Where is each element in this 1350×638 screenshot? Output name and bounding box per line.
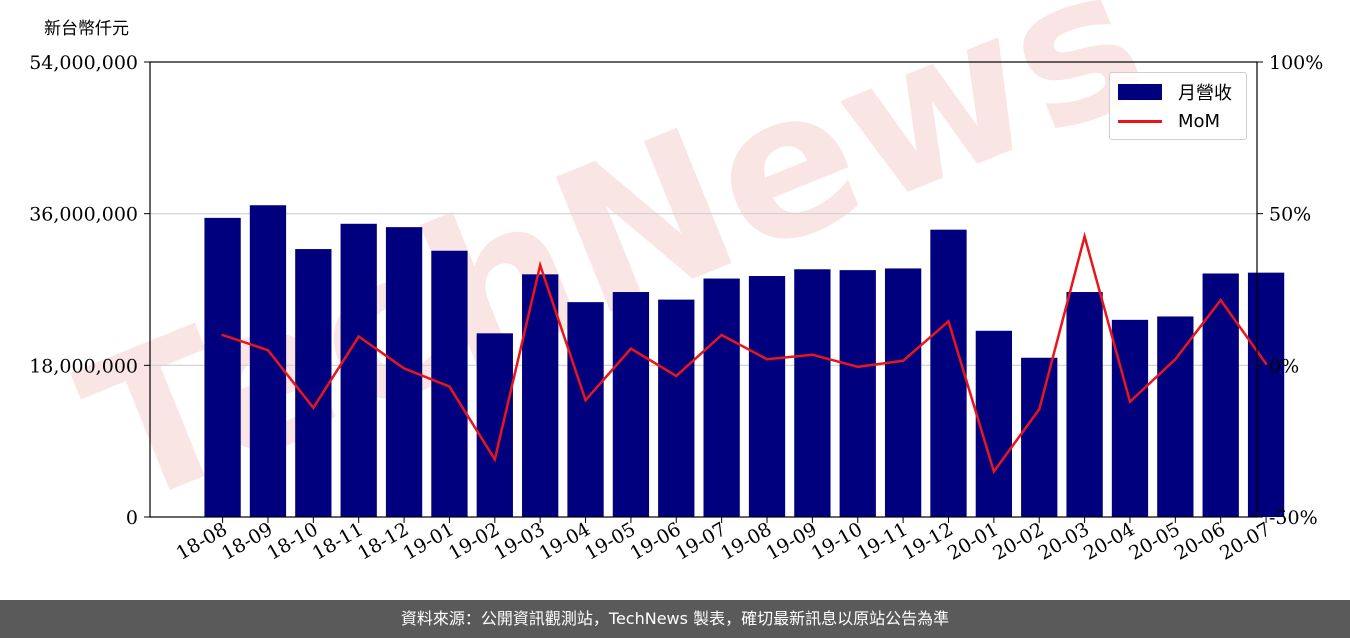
left-tick-label: 18,000,000 <box>29 355 138 377</box>
bar-revenue-20-01 <box>975 330 1013 517</box>
x-tick-label: 19-12 <box>899 518 957 564</box>
chart: 0 18,000,000 36,000,000 54,000,000 -50% 0% 50%… <box>29 52 1323 565</box>
point-mom-19-04 <box>584 399 587 402</box>
x-tick-label: 19-10 <box>808 518 866 564</box>
point-mom-20-06 <box>1219 298 1222 302</box>
x-tick-label: 20-07 <box>1216 518 1274 564</box>
line-layer <box>221 231 1268 475</box>
plot-frame <box>149 61 1258 518</box>
x-tick-label: 19-02 <box>445 518 503 564</box>
x-tick-label: 20-02 <box>989 518 1047 564</box>
point-mom-18-08 <box>221 333 224 337</box>
x-tick-label: 19-07 <box>672 518 730 564</box>
right-tick-label: -50% <box>1269 507 1318 529</box>
footer-source-note: 資料來源：公開資訊觀測站，TechNews 製表，確切最新訊息以原站公告為準 <box>0 600 1350 638</box>
bar-revenue-20-04 <box>1111 319 1149 517</box>
left-tick-label: 0 <box>126 507 138 529</box>
x-tick-label: 18-12 <box>354 518 412 564</box>
point-mom-19-08 <box>765 358 769 361</box>
left-tick-label: 54,000,000 <box>29 52 138 74</box>
bar-revenue-18-11 <box>340 223 377 517</box>
bar-revenue-19-06 <box>658 299 695 517</box>
legend-label-revenue: 月營收 <box>1178 83 1232 104</box>
point-mom-20-02 <box>1038 408 1041 411</box>
point-mom-19-02 <box>493 458 497 461</box>
point-mom-18-09 <box>266 348 270 352</box>
x-tick-label: 19-05 <box>581 518 639 564</box>
bar-revenue-19-07 <box>703 278 740 517</box>
bar-revenue-19-11 <box>884 268 922 517</box>
point-mom-19-07 <box>720 333 723 337</box>
x-tick-label: 19-08 <box>717 518 775 564</box>
bar-revenue-19-12 <box>930 229 967 518</box>
x-tick-label: 18-10 <box>263 518 321 564</box>
point-mom-19-01 <box>448 385 451 388</box>
bar-revenue-18-10 <box>295 249 332 518</box>
left-axis-unit-label: 新台幣仟元 <box>44 19 129 39</box>
bar-revenue-19-09 <box>794 269 831 517</box>
legend: 月營收 MoM <box>1109 72 1247 140</box>
bar-revenue-20-03 <box>1066 292 1103 517</box>
x-tick-label: 18-09 <box>218 518 276 564</box>
bar-revenue-20-07 <box>1247 272 1285 517</box>
bar-revenue-19-10 <box>839 270 876 517</box>
point-mom-18-12 <box>402 367 406 370</box>
point-mom-20-07 <box>1264 362 1268 366</box>
x-tick-label: 20-03 <box>1035 518 1093 564</box>
bar-revenue-19-04 <box>567 302 604 517</box>
x-tick-label: 19-04 <box>536 518 594 564</box>
x-tick-label: 19-06 <box>626 518 684 564</box>
bar-revenue-18-09 <box>249 205 287 518</box>
legend-label-mom: MoM <box>1178 110 1221 132</box>
right-tick-label: 100% <box>1269 52 1323 74</box>
x-tick-label: 20-06 <box>1171 518 1229 564</box>
x-tick-label: 20-05 <box>1125 518 1183 564</box>
bar-revenue-19-03 <box>522 274 559 517</box>
legend-swatch-mom <box>1118 119 1162 123</box>
bar-revenue-20-02 <box>1021 357 1058 517</box>
point-mom-20-03 <box>1083 235 1086 238</box>
line-mom <box>222 231 1268 475</box>
x-tick-label: 19-01 <box>399 518 457 564</box>
bar-revenue-20-05 <box>1157 316 1194 517</box>
x-tick-label: 18-11 <box>309 518 367 564</box>
x-tick-label: 20-01 <box>944 518 1002 564</box>
point-mom-19-09 <box>811 353 814 356</box>
bar-revenue-19-01 <box>431 250 468 518</box>
bar-revenue-19-08 <box>748 276 786 517</box>
point-mom-19-03 <box>538 264 542 267</box>
x-tick-label: 19-09 <box>762 518 820 564</box>
point-mom-19-06 <box>675 374 678 378</box>
bar-revenue-20-06 <box>1202 273 1239 517</box>
x-tick-label: 20-04 <box>1080 518 1138 564</box>
point-mom-18-11 <box>357 335 360 338</box>
x-tick-label: 18-08 <box>173 518 231 564</box>
point-mom-19-12 <box>947 320 950 323</box>
point-mom-20-05 <box>1174 358 1177 361</box>
point-mom-20-01 <box>992 470 996 473</box>
point-mom-19-05 <box>629 347 633 350</box>
x-tick-label: 19-03 <box>490 518 548 564</box>
x-tick-label: 19-11 <box>853 518 911 564</box>
legend-item-revenue: 月營收 <box>1118 80 1232 104</box>
bar-layer <box>204 205 1285 518</box>
bar-revenue-18-08 <box>204 217 241 517</box>
bar-revenue-19-05 <box>612 292 650 517</box>
point-mom-19-10 <box>856 365 859 369</box>
right-tick-label: 0% <box>1269 355 1299 377</box>
bar-revenue-19-02 <box>476 333 513 517</box>
legend-swatch-revenue <box>1118 84 1162 100</box>
bar-revenue-18-12 <box>385 227 423 518</box>
point-mom-20-04 <box>1128 400 1132 403</box>
point-mom-19-11 <box>901 359 905 362</box>
right-tick-label: 50% <box>1269 204 1311 226</box>
left-tick-label: 36,000,000 <box>29 204 138 226</box>
legend-item-mom: MoM <box>1118 109 1220 133</box>
point-mom-18-10 <box>312 406 315 409</box>
